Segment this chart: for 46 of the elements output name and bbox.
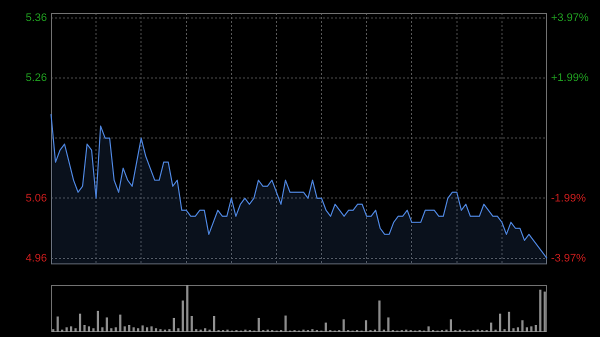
bar [106,317,108,332]
bar [195,329,198,332]
y2-tick-label: +1.99% [551,72,589,84]
bar [503,329,506,332]
bar [539,290,542,332]
bar [154,328,158,332]
bar [78,314,82,332]
bar [342,319,345,332]
bar [534,324,537,332]
bar [119,314,122,332]
bar [186,285,188,332]
bar [110,328,112,332]
bar [132,327,135,332]
bar [530,326,532,332]
bar [378,300,381,332]
bar [177,328,180,332]
bar [512,328,515,332]
bar [137,328,140,332]
bar [311,329,314,332]
bar [52,329,54,332]
bar [190,316,193,332]
bar [324,322,327,332]
y-tick-label: 4.96 [26,252,47,264]
bar [92,328,95,332]
bar [498,314,502,332]
bar [212,316,216,332]
y2-tick-label: -3.97% [551,252,586,264]
bar [182,300,184,332]
bar [159,329,162,332]
bar [168,329,171,332]
bar [56,316,59,332]
y2-tick-label: -1.99% [551,192,586,204]
y2-tick-label: +3.97% [551,12,589,24]
bar [66,327,68,332]
bar [544,292,546,332]
y-tick-label: 5.36 [26,12,47,24]
y-tick-label: 5.26 [26,72,47,84]
bar [284,316,287,332]
bar [490,322,492,332]
bar [124,326,126,332]
bar [74,328,77,332]
bar [258,318,260,332]
bar [128,324,130,332]
bar [114,327,117,332]
y-tick-label: 5.06 [26,192,47,204]
bar [204,328,206,332]
